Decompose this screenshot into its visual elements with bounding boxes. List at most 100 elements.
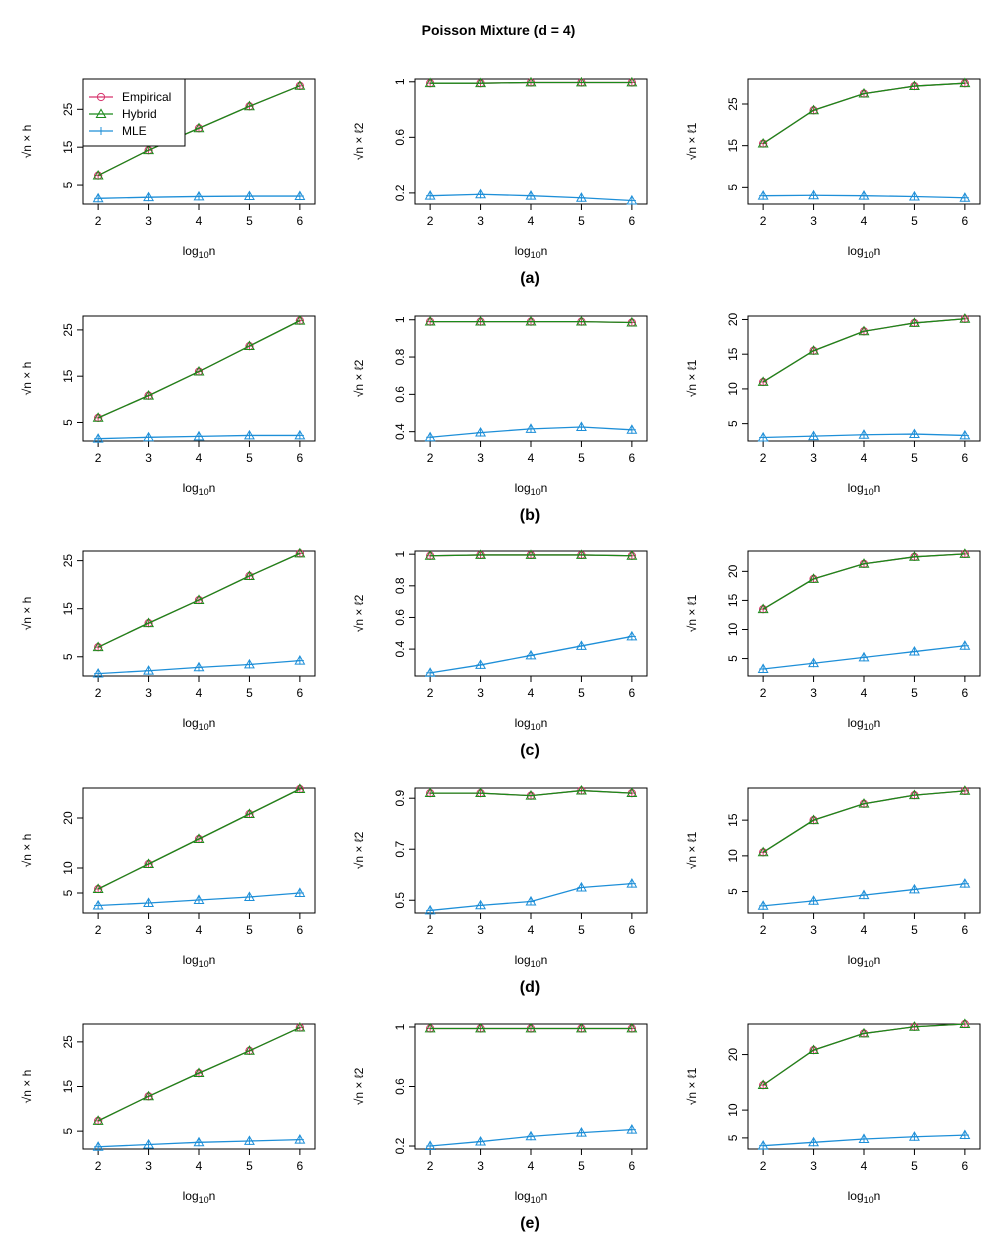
hybrid-triangle — [858, 325, 870, 336]
panel-4-2: 2 3 4 5 6 0.5 0.7 0.9 log10n √n × ℓ2 — [352, 784, 648, 969]
x-axis-label: log10n — [848, 481, 881, 497]
y-tick-label: 0.5 — [393, 892, 407, 909]
data-point-hybrid — [294, 315, 306, 325]
y-axis-label: √n × h — [20, 125, 34, 159]
data-point-hybrid — [525, 1022, 537, 1033]
data-point-hybrid — [243, 570, 255, 580]
hybrid-triangle — [525, 315, 537, 326]
hybrid-triangle — [959, 313, 971, 323]
hybrid-triangle — [757, 1079, 769, 1090]
x-tick-label: 6 — [962, 686, 969, 700]
y-tick-label: 1 — [393, 78, 407, 85]
x-tick-label: 5 — [246, 451, 253, 465]
hybrid-triangle — [143, 390, 155, 400]
y-tick-label: 5 — [726, 1134, 740, 1141]
data-point-mle — [959, 192, 971, 202]
y-axis-label: √n × ℓ2 — [352, 359, 366, 397]
x-tick-label: 3 — [477, 1159, 484, 1173]
x-tick-label: 2 — [95, 451, 102, 465]
y-tick-label: 0.2 — [393, 1137, 407, 1154]
data-point-hybrid — [575, 784, 587, 795]
x-axis-label: log10n — [183, 953, 216, 969]
data-point-mle — [626, 1124, 638, 1134]
series-line-hybrid — [97, 320, 301, 419]
x-tick-label: 4 — [196, 1159, 203, 1173]
hybrid-triangle — [243, 1045, 255, 1055]
data-point-mle — [243, 658, 255, 669]
data-point-mle — [143, 665, 155, 675]
hybrid-triangle — [294, 547, 306, 558]
panel-4-3: 2 3 4 5 6 5 10 15 log10n √n × ℓ1 — [685, 785, 981, 969]
data-point-mle — [908, 1131, 920, 1141]
series-line-hybrid — [97, 85, 301, 177]
hybrid-triangle — [908, 317, 920, 327]
data-point-mle — [525, 1130, 537, 1141]
series-line-hybrid — [430, 554, 632, 557]
x-tick-label: 3 — [477, 923, 484, 937]
y-tick-label: 25 — [726, 97, 740, 111]
hybrid-triangle — [424, 1022, 436, 1033]
series-line-hybrid — [97, 1026, 301, 1122]
data-point-hybrid — [626, 316, 638, 327]
hybrid-triangle — [959, 1018, 971, 1028]
x-axis-label: log10n — [848, 244, 881, 260]
x-tick-label: 3 — [477, 214, 484, 228]
panel-3-1: 2 3 4 5 6 5 15 25 log10n √n × h — [20, 547, 316, 732]
plot-frame — [414, 78, 648, 205]
y-tick-label: 20 — [61, 811, 75, 825]
x-tick-label: 6 — [297, 1159, 304, 1173]
y-tick-label: 5 — [726, 420, 740, 427]
y-tick-label: 10 — [726, 1103, 740, 1117]
caption-e: (e) — [520, 1215, 540, 1232]
hybrid-triangle — [525, 76, 537, 87]
data-point-mle — [757, 900, 769, 910]
x-tick-label: 6 — [962, 214, 969, 228]
x-tick-label: 5 — [578, 923, 585, 937]
data-point-mle — [908, 645, 920, 656]
hybrid-triangle — [143, 1090, 155, 1101]
data-point-hybrid — [92, 883, 104, 893]
x-tick-label: 2 — [760, 686, 767, 700]
data-point-mle — [757, 431, 769, 442]
data-point-mle — [475, 1135, 487, 1146]
hybrid-triangle — [243, 570, 255, 580]
x-axis-label: log10n — [848, 1189, 881, 1205]
caption-c: (c) — [520, 742, 540, 759]
data-point-hybrid — [808, 573, 820, 583]
hybrid-triangle — [575, 549, 587, 559]
x-axis-label: log10n — [183, 481, 216, 497]
hybrid-triangle — [193, 594, 205, 604]
data-point-hybrid — [525, 790, 537, 800]
hybrid-triangle — [92, 641, 104, 652]
data-point-mle — [959, 1129, 971, 1140]
x-tick-label: 6 — [297, 923, 304, 937]
data-point-mle — [193, 190, 205, 201]
x-tick-label: 3 — [145, 923, 152, 937]
data-point-hybrid — [858, 798, 870, 808]
data-point-mle — [193, 894, 205, 904]
data-point-hybrid — [575, 549, 587, 559]
hybrid-triangle — [424, 550, 436, 560]
data-point-mle — [193, 661, 205, 672]
data-point-hybrid — [626, 76, 638, 87]
data-point-hybrid — [626, 1022, 638, 1033]
data-point-mle — [92, 899, 104, 910]
data-point-hybrid — [525, 76, 537, 87]
data-point-mle — [858, 889, 870, 900]
data-point-mle — [475, 659, 487, 669]
hybrid-triangle — [294, 1021, 306, 1032]
hybrid-triangle — [757, 376, 769, 386]
panel-1-1: 2 3 4 5 6 5 15 25 log10n √n × h Empirical Hybrid MLE — [20, 78, 316, 260]
x-tick-label: 6 — [629, 686, 636, 700]
data-point-hybrid — [858, 558, 870, 568]
x-tick-label: 4 — [196, 923, 203, 937]
data-point-hybrid — [424, 550, 436, 560]
y-tick-label: 0.4 — [393, 423, 407, 440]
legend-hybrid-triangle — [95, 108, 107, 118]
data-point-hybrid — [243, 100, 255, 111]
data-point-mle — [757, 1140, 769, 1150]
data-point-hybrid — [908, 789, 920, 800]
hybrid-triangle — [475, 787, 487, 798]
x-tick-label: 5 — [911, 451, 918, 465]
x-tick-label: 2 — [95, 686, 102, 700]
